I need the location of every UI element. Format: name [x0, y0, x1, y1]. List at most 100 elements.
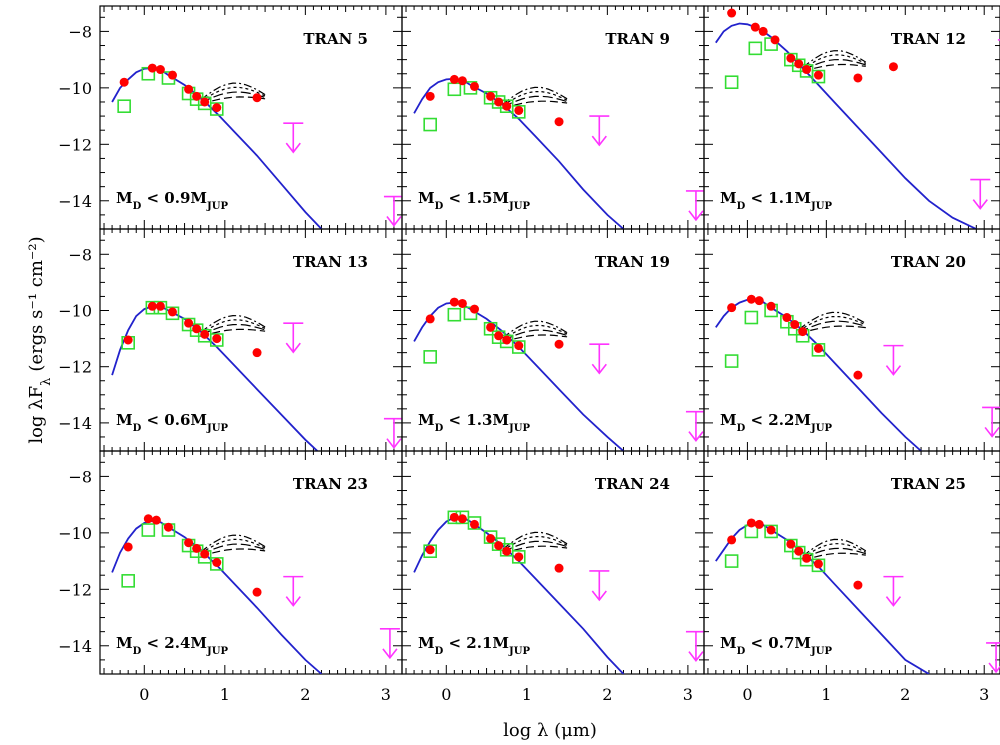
observed-flux-point	[123, 335, 133, 345]
upper-limit-arrow	[970, 178, 991, 210]
observed-flux-point	[151, 515, 161, 525]
mass-limit-label: MD < 2.4MJUP	[116, 634, 228, 657]
y-tick-label: −10	[58, 79, 92, 98]
photosphere-point	[209, 102, 224, 116]
observed-flux-point	[514, 552, 524, 562]
panel-title: TRAN 12	[891, 30, 966, 48]
photosphere-point	[483, 321, 498, 336]
disk-model-curve	[502, 545, 568, 554]
y-tick-label: −14	[58, 414, 92, 433]
x-tick-label: 0	[139, 685, 149, 704]
photosphere-point	[724, 75, 739, 90]
y-tick-label: −8	[68, 467, 92, 486]
observed-flux-point	[192, 543, 202, 553]
disk-model-curve	[798, 320, 866, 333]
panel-title: TRAN 19	[595, 253, 670, 271]
observed-flux-point	[786, 539, 796, 549]
disk-model-curve	[200, 314, 266, 333]
panel-title: TRAN 20	[891, 253, 966, 271]
panel-tran-5: −8 −10 −12 −14 TRAN 5 MD < 0.9MJUP	[58, 5, 403, 230]
disk-model-curve	[502, 86, 568, 105]
x-axis-label: log λ (μm)	[503, 720, 597, 741]
photosphere-model-line	[111, 520, 323, 674]
y-tick-label: −12	[58, 135, 92, 154]
observed-flux-point	[888, 62, 898, 72]
observed-flux-point	[457, 298, 467, 308]
plot-area	[111, 300, 402, 451]
disk-model-curve	[798, 311, 867, 330]
photosphere-model-line	[413, 77, 625, 229]
upper-limit-arrow	[383, 195, 402, 227]
observed-flux-point	[425, 545, 435, 555]
observed-flux-point	[143, 514, 153, 524]
observed-flux-point	[502, 335, 512, 345]
y-tick-label: −12	[58, 580, 92, 599]
photosphere-point	[423, 544, 437, 559]
observed-flux-point	[758, 26, 768, 36]
panel-tran-13: −8 −10 −12 −14 TRAN 13 MD < 0.6MJUP	[58, 228, 403, 452]
panel-tran-25: 0 1 2 3 TRAN 25 MD < 0.7MJUP	[703, 450, 1000, 704]
observed-flux-point	[147, 63, 157, 73]
upper-limit-arrow	[283, 122, 304, 154]
observed-flux-point	[200, 329, 210, 339]
disk-model-curve	[802, 552, 866, 562]
observed-flux-point	[794, 546, 804, 556]
observed-flux-point	[790, 320, 800, 330]
disk-model-curve	[200, 328, 266, 338]
observed-flux-point	[494, 541, 504, 551]
upper-limit-arrow	[379, 628, 400, 660]
photosphere-point	[811, 343, 826, 357]
photosphere-point	[447, 307, 462, 322]
disk-model-curve	[200, 543, 266, 556]
panel-frame	[703, 450, 1000, 675]
disk-model-curve	[200, 538, 266, 554]
upper-limit-arrow	[589, 343, 610, 375]
observed-flux-point	[192, 91, 202, 101]
plot-area	[413, 297, 704, 451]
observed-flux-point	[212, 334, 222, 344]
observed-flux-point	[766, 525, 776, 535]
disk-model-curve	[502, 324, 568, 340]
photosphere-point	[784, 538, 798, 553]
observed-flux-point	[449, 512, 459, 522]
observed-flux-point	[502, 101, 512, 111]
observed-flux-point	[469, 519, 479, 529]
observed-flux-point	[167, 70, 177, 80]
photosphere-point	[483, 530, 498, 544]
observed-flux-point	[486, 322, 496, 332]
panel-grid: −8 −10 −12 −14 TRAN 5 MD < 0.9MJUP TRAN 9 MD < …	[58, 5, 1000, 704]
panel-tran-24: 0 1 2 3 TRAN 24 MD < 2.1MJUP	[401, 450, 705, 704]
observed-flux-point	[457, 76, 467, 86]
disk-model-curve	[200, 319, 266, 335]
observed-flux-point	[794, 59, 804, 69]
plot-area	[413, 74, 704, 229]
mass-limit-label: MD < 1.3MJUP	[418, 411, 530, 434]
observed-flux-point	[494, 97, 504, 107]
observed-flux-point	[163, 522, 173, 532]
disk-model-curve	[802, 54, 867, 70]
observed-flux-point	[514, 105, 524, 115]
x-tick-label: 0	[742, 685, 752, 704]
observed-flux-point	[200, 97, 210, 107]
mass-limit-label: MD < 1.1MJUP	[720, 189, 832, 212]
observed-flux-point	[252, 348, 262, 358]
observed-flux-point	[746, 518, 756, 528]
upper-limit-arrow	[685, 630, 704, 662]
photosphere-point	[447, 82, 462, 97]
x-tick-label: 2	[900, 685, 910, 704]
y-tick-label: −10	[58, 524, 92, 543]
panel-title: TRAN 23	[293, 475, 368, 493]
x-tick-label: 3	[683, 685, 693, 704]
observed-flux-point	[155, 301, 165, 311]
y-axis-label-main: log λF	[26, 386, 47, 444]
photosphere-model-line	[715, 298, 922, 451]
disk-model-curve	[802, 538, 867, 557]
photosphere-point	[423, 117, 437, 132]
panel-title: TRAN 25	[891, 475, 966, 493]
disk-model-curve	[502, 540, 568, 553]
observed-flux-point	[502, 546, 512, 556]
observed-flux-point	[727, 303, 737, 313]
y-tick-label: −12	[58, 358, 92, 377]
disk-model-curve	[200, 82, 266, 101]
observed-flux-point	[486, 534, 496, 544]
